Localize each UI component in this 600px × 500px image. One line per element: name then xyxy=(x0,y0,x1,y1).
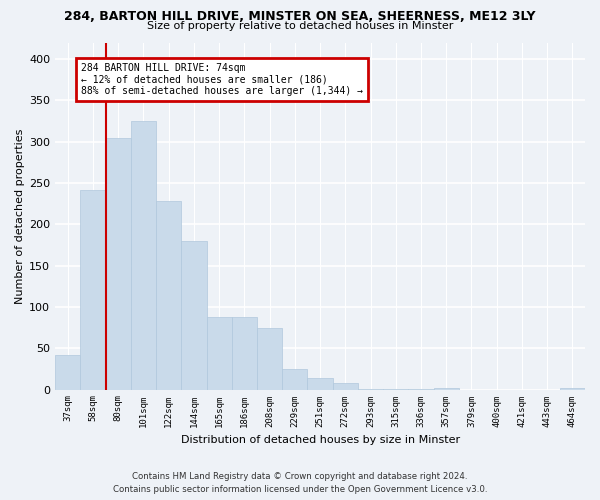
Bar xyxy=(156,201,181,390)
Bar xyxy=(332,383,358,390)
Bar xyxy=(106,138,131,390)
Bar xyxy=(383,388,409,390)
Bar xyxy=(409,388,434,390)
Bar xyxy=(55,355,80,390)
Y-axis label: Number of detached properties: Number of detached properties xyxy=(15,128,25,304)
Text: 284 BARTON HILL DRIVE: 74sqm
← 12% of detached houses are smaller (186)
88% of s: 284 BARTON HILL DRIVE: 74sqm ← 12% of de… xyxy=(81,63,363,96)
Bar xyxy=(282,369,307,390)
X-axis label: Distribution of detached houses by size in Minster: Distribution of detached houses by size … xyxy=(181,435,460,445)
Bar xyxy=(307,378,332,390)
Bar xyxy=(181,241,206,390)
Bar xyxy=(131,121,156,390)
Bar xyxy=(80,190,106,390)
Bar xyxy=(358,388,383,390)
Bar xyxy=(257,328,282,390)
Text: Size of property relative to detached houses in Minster: Size of property relative to detached ho… xyxy=(147,21,453,31)
Bar xyxy=(434,388,459,390)
Bar xyxy=(560,388,585,390)
Bar xyxy=(232,317,257,390)
Text: 284, BARTON HILL DRIVE, MINSTER ON SEA, SHEERNESS, ME12 3LY: 284, BARTON HILL DRIVE, MINSTER ON SEA, … xyxy=(64,10,536,23)
Bar xyxy=(206,317,232,390)
Text: Contains HM Land Registry data © Crown copyright and database right 2024.
Contai: Contains HM Land Registry data © Crown c… xyxy=(113,472,487,494)
